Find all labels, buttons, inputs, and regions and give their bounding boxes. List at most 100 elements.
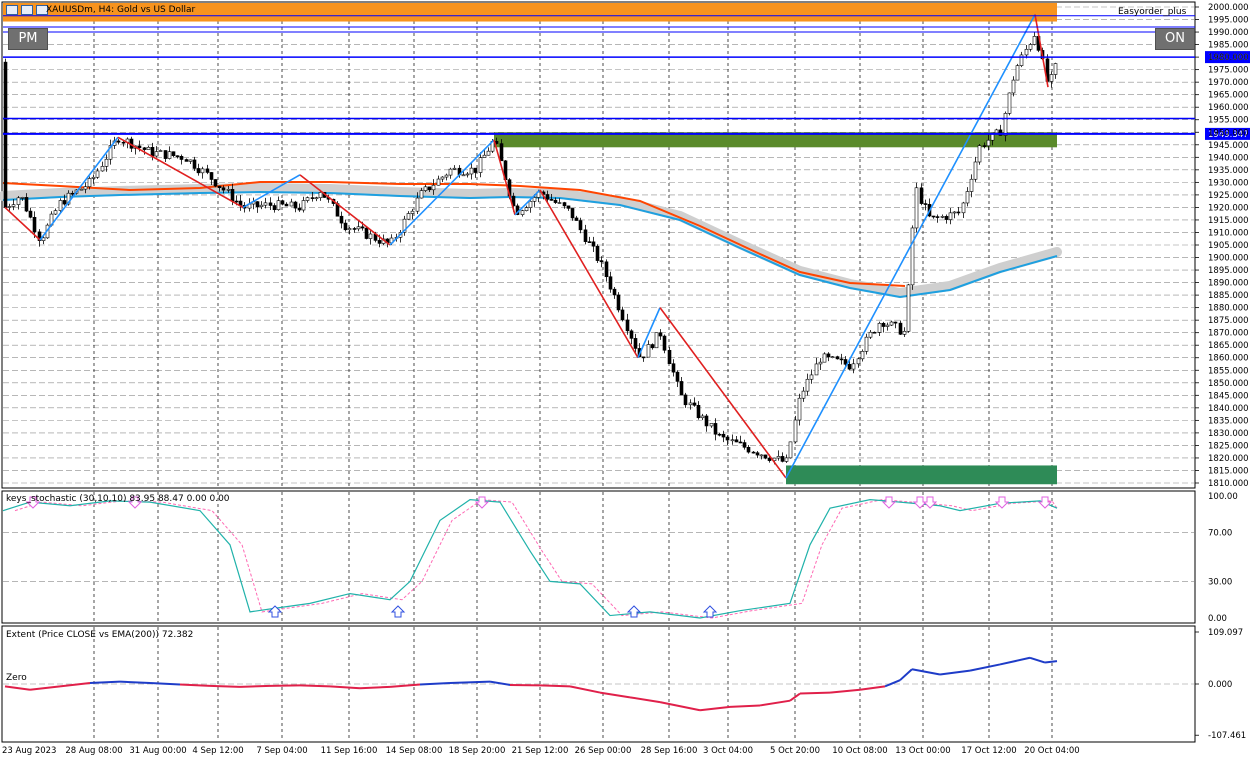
candle-body — [318, 192, 323, 199]
candle-body — [856, 358, 861, 365]
sell-arrow-icon — [1037, 496, 1053, 509]
candle-body — [788, 441, 793, 459]
candle-body — [368, 233, 373, 239]
time-tick-label: 20 Oct 04:00 — [1024, 746, 1079, 756]
candle-body — [1032, 36, 1037, 45]
candle-body — [629, 330, 634, 339]
candle-body — [276, 200, 281, 211]
candle-body — [167, 151, 172, 159]
time-tick-label: 7 Sep 04:00 — [256, 746, 307, 756]
horizontal-levels[interactable]: 1980.000 1949.347 — [3, 15, 1250, 140]
stoch-level-label: 100.00 — [1208, 492, 1238, 502]
candle-body — [755, 452, 760, 456]
candle-body — [759, 454, 764, 457]
candle-body — [221, 187, 226, 191]
candle-body — [234, 200, 239, 203]
candle-body — [822, 353, 827, 363]
stoch-main-line — [2, 499, 1058, 619]
price-tick-label: 1895.000 — [1208, 266, 1249, 276]
price-tick-label: 1945.000 — [1208, 141, 1249, 151]
stochastic-panel[interactable] — [1, 490, 1196, 624]
time-tick-label: 23 Aug 2023 — [2, 746, 56, 756]
candle-body — [70, 192, 75, 195]
zigzag-down-segment — [299, 174, 391, 246]
candle-body — [415, 197, 420, 212]
candle-body — [751, 451, 756, 454]
price-tick-label: 1865.000 — [1208, 341, 1249, 351]
extent-positive-segment — [939, 669, 971, 676]
on-button[interactable]: ON — [1155, 28, 1195, 50]
price-tick-label: 1995.000 — [1208, 16, 1249, 26]
time-tick-label: 28 Aug 08:00 — [65, 746, 122, 756]
candle-body — [797, 397, 802, 421]
time-tick-label: 31 Aug 00:00 — [129, 746, 186, 756]
candle-body — [255, 201, 260, 208]
price-tick-label: 1965.000 — [1208, 91, 1249, 101]
candle-body — [213, 179, 218, 187]
candle-body — [419, 190, 424, 199]
chart-menu-icon[interactable] — [6, 5, 18, 15]
candle-body — [482, 154, 487, 158]
extent-positive-segment — [489, 680, 511, 686]
candle-body — [826, 353, 831, 358]
price-level-box — [1205, 51, 1250, 64]
candle-body — [158, 150, 163, 152]
chart-settings-icon[interactable] — [36, 5, 48, 15]
candle-body — [520, 210, 525, 215]
price-tick-label: 2000.000 — [1208, 3, 1249, 13]
candle-body — [171, 151, 176, 156]
candle-body — [763, 454, 768, 459]
chart-toolbar — [6, 5, 48, 16]
candle-body — [658, 332, 663, 337]
extent-positive-segment — [911, 668, 941, 676]
chart-type-icon[interactable] — [21, 5, 33, 15]
candle-body — [549, 199, 554, 201]
candle-body — [104, 158, 109, 167]
time-tick-label: 5 Oct 20:00 — [770, 746, 820, 756]
buy-arrow-icon — [626, 605, 642, 618]
candle-body — [919, 187, 924, 204]
candle-body — [289, 201, 294, 207]
pm-button[interactable]: PM — [8, 28, 48, 50]
candle-body — [881, 322, 886, 327]
extent-negative-segment — [239, 684, 271, 688]
zigzag-up-segment — [514, 189, 541, 216]
candle-body — [280, 200, 285, 205]
candle-body — [448, 168, 453, 176]
candle-body — [973, 161, 978, 180]
extent-negative-segment — [569, 685, 601, 694]
time-tick-label: 21 Sep 12:00 — [512, 746, 569, 756]
candlesticks — [3, 32, 1058, 465]
candle-body — [184, 159, 189, 162]
candle-body — [679, 381, 684, 396]
extent-label: Extent (Price CLOSE vs EMA(200)) 72.382 — [6, 630, 194, 640]
stochastic-label: keys_stochastic (30,10,10) 83.95 88.47 0… — [6, 494, 230, 504]
expert-advisor-label: Easyorder_plus — [1118, 7, 1187, 17]
candle-body — [952, 211, 957, 214]
candle-body — [150, 147, 155, 157]
candle-body — [347, 228, 352, 231]
candle-body — [11, 204, 16, 207]
candle-body — [377, 240, 382, 244]
candle-body — [146, 147, 151, 150]
price-level-label: 1949.347 — [1208, 130, 1249, 140]
candle-body — [314, 197, 319, 200]
candle-body — [469, 167, 474, 175]
price-tick-label: 1985.000 — [1208, 41, 1249, 51]
candle-body — [780, 456, 785, 462]
stochastic-lines: 100.00 70.00 30.00 0.00 — [2, 492, 1238, 624]
candle-body — [142, 147, 147, 150]
candle-body — [604, 261, 609, 278]
candle-body — [1007, 92, 1012, 114]
extent-positive-segment — [969, 663, 1001, 672]
candle-body — [486, 150, 491, 156]
extent-negative-segment — [29, 685, 61, 691]
price-tick-label: 1820.000 — [1208, 454, 1249, 464]
candle-body — [427, 186, 432, 191]
time-tick-label: 17 Oct 12:00 — [961, 746, 1016, 756]
candle-body — [923, 203, 928, 205]
zigzag-down-segment — [1034, 14, 1049, 88]
candle-body — [209, 172, 214, 180]
candle-body — [814, 363, 819, 376]
